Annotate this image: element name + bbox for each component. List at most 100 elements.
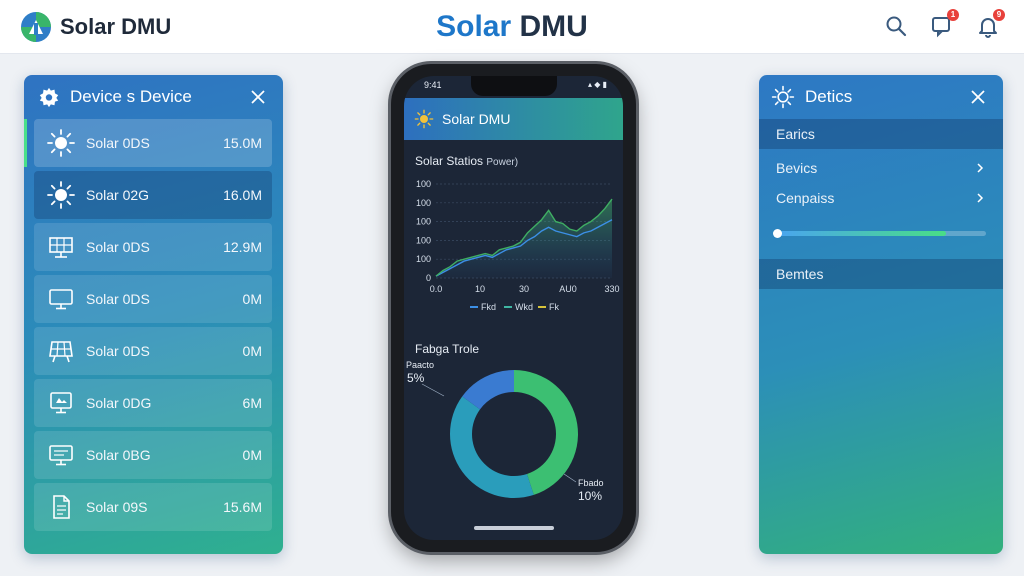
donut-slice xyxy=(450,396,534,498)
slider-fill xyxy=(776,231,947,236)
x-tick-label: 10 xyxy=(475,284,485,294)
details-section-header: Bemtes xyxy=(759,259,1003,289)
screen-icon xyxy=(46,440,76,470)
donut-label-top-value: 5% xyxy=(407,371,425,385)
document-icon xyxy=(46,492,76,522)
details-row-label: Cenpaiss xyxy=(776,190,835,206)
app-bar: Solar DMU xyxy=(404,98,623,140)
y-tick-label: 0 xyxy=(426,273,431,283)
device-name: Solar 0DS xyxy=(86,291,150,307)
slider-knob[interactable] xyxy=(773,229,782,238)
leader-line xyxy=(421,383,445,397)
device-value: 16.0M xyxy=(223,187,262,203)
device-panel-header: Device s Device xyxy=(24,75,283,119)
device-value: 12.9M xyxy=(223,239,262,255)
details-row-label: Bevics xyxy=(776,160,818,176)
close-icon[interactable] xyxy=(249,88,267,106)
alerts-badge: 9 xyxy=(993,9,1005,21)
device-list: Solar 0DS 15.0M Solar 02G 16.0M Solar 0D… xyxy=(24,119,283,531)
legend-label: Wkd xyxy=(515,302,533,312)
details-panel-header: Detics xyxy=(759,75,1003,119)
x-tick-label: AU0 xyxy=(559,284,577,294)
app-name: Solar DMU xyxy=(442,111,511,127)
phone-mockup: 9:41 ▴ ◆ ▮ Solar DMU Solar Statios Power… xyxy=(391,64,636,552)
chart-title-text: Solar Statios xyxy=(415,154,484,168)
device-list-item[interactable]: Solar 09S 15.6M xyxy=(34,483,272,531)
page-title-part1: Solar xyxy=(436,10,512,43)
details-section-header: Earics xyxy=(759,119,1003,149)
chart-subtitle: Power) xyxy=(486,157,519,168)
device-list-item[interactable]: Solar 0DG 6M xyxy=(34,379,272,427)
device-list-item[interactable]: Solar 0BG 0M xyxy=(34,431,272,479)
series-line xyxy=(435,219,613,277)
close-icon[interactable] xyxy=(969,88,987,106)
device-list-item[interactable]: Solar 02G 16.0M xyxy=(34,171,272,219)
y-tick-label: 100 xyxy=(416,198,431,208)
device-list-item[interactable]: Solar 0DS 0M xyxy=(34,327,272,375)
donut-label-bottom-name: Fbado xyxy=(578,478,604,488)
monitor-icon xyxy=(46,284,76,314)
leader-line xyxy=(563,473,577,483)
device-value: 0M xyxy=(242,291,262,307)
alerts-icon[interactable]: 9 xyxy=(976,9,1005,38)
device-panel-title: Device s Device xyxy=(70,87,192,106)
page-title: Solar DMU xyxy=(0,10,1024,44)
brand-logo-icon xyxy=(21,12,51,42)
power-line-chart: 0 100 100 100 100 100 0.0 10 30 AU0 330 Fkd Wkd Fk xyxy=(416,179,620,312)
chevron-right-icon xyxy=(977,163,984,173)
notification-badge: 1 xyxy=(947,9,959,21)
status-time: 9:41 xyxy=(424,80,442,90)
search-icon[interactable] xyxy=(884,14,908,38)
device-panel: Device s Device Solar 0DS 15.0M Solar 02… xyxy=(24,75,283,554)
header-actions: 1 9 xyxy=(884,9,1005,38)
progress-slider[interactable] xyxy=(773,213,986,253)
x-tick-label: 330 xyxy=(604,284,619,294)
device-name: Solar 0DG xyxy=(86,395,152,411)
home-indicator xyxy=(474,526,554,530)
device-list-item[interactable]: Solar 0DS 12.9M xyxy=(34,223,272,271)
y-tick-label: 100 xyxy=(416,217,431,227)
device-name: Solar 0BG xyxy=(86,447,151,463)
phone-screen: 9:41 ▴ ◆ ▮ Solar DMU Solar Statios Power… xyxy=(404,76,623,540)
device-name: Solar 0DS xyxy=(86,343,150,359)
display-icon xyxy=(46,388,76,418)
solar-array-icon xyxy=(46,336,76,366)
device-name: Solar 02G xyxy=(86,187,150,203)
details-panel: Detics Earics Bevics Cenpaiss Bemtes xyxy=(759,75,1003,554)
section-title: Fabga Trole xyxy=(415,342,480,356)
sun-icon xyxy=(46,180,76,210)
device-list-item[interactable]: Solar 0DS 0M xyxy=(34,275,272,323)
x-tick-label: 0.0 xyxy=(430,284,443,294)
sun-icon xyxy=(771,85,795,109)
y-tick-label: 100 xyxy=(416,179,431,189)
brand[interactable]: Solar DMU xyxy=(20,11,171,43)
legend-label: Fk xyxy=(549,302,559,312)
y-tick-label: 100 xyxy=(416,235,431,245)
device-value: 6M xyxy=(242,395,262,411)
device-value: 0M xyxy=(242,447,262,463)
details-row-components[interactable]: Cenpaiss xyxy=(759,183,1003,213)
donut-slice xyxy=(462,370,514,410)
device-list-item[interactable]: Solar 0DS 15.0M xyxy=(24,119,272,167)
top-bar: Solar DMU Solar DMU 1 9 xyxy=(0,0,1024,54)
details-panel-title: Detics xyxy=(805,87,853,106)
series-line xyxy=(435,198,613,277)
settings-gear-icon xyxy=(39,87,59,108)
x-tick-label: 30 xyxy=(519,284,529,294)
legend-label: Fkd xyxy=(481,302,496,312)
solar-panel-icon xyxy=(46,232,76,262)
notification-icon[interactable]: 1 xyxy=(930,9,959,38)
sun-icon xyxy=(414,109,434,129)
device-value: 0M xyxy=(242,343,262,359)
details-row-devices[interactable]: Bevics xyxy=(759,153,1003,183)
status-icons: ▴ ◆ ▮ xyxy=(587,80,607,89)
phone-notch xyxy=(471,76,557,96)
y-tick-label: 100 xyxy=(416,254,431,264)
device-name: Solar 0DS xyxy=(86,135,150,151)
chevron-right-icon xyxy=(977,193,984,203)
device-value: 15.0M xyxy=(223,135,262,151)
page-title-part2: DMU xyxy=(519,10,588,43)
device-name: Solar 0DS xyxy=(86,239,150,255)
sun-icon xyxy=(46,128,76,158)
